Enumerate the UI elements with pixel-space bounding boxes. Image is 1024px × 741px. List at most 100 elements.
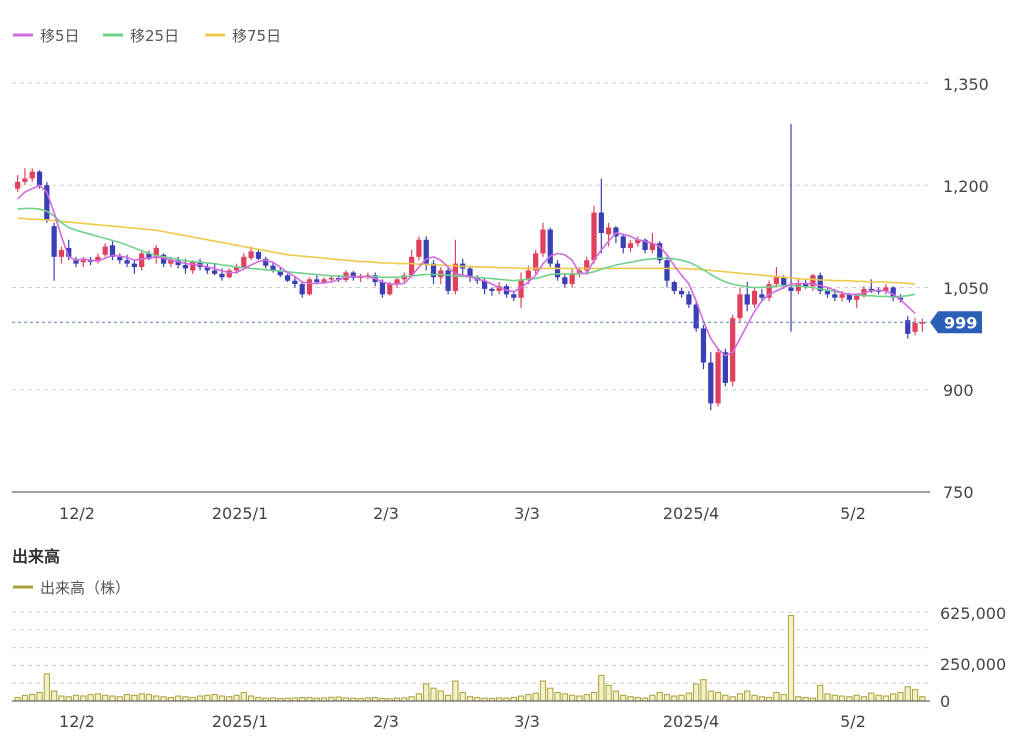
candle-body <box>773 277 780 285</box>
volume-bar <box>167 696 174 702</box>
volume-bar <box>189 696 196 702</box>
volume-bar <box>43 673 50 702</box>
volume-bar <box>656 691 663 702</box>
volume-bar <box>802 696 809 702</box>
volume-bar <box>21 694 29 702</box>
candle-body <box>328 277 335 280</box>
volume-bar <box>444 694 452 702</box>
ma5-legend-label: 移5日 <box>40 27 80 45</box>
volume-bar <box>160 696 167 702</box>
candle-body <box>613 227 619 237</box>
volume-bar <box>182 696 189 702</box>
volume-grid <box>12 611 930 684</box>
candle-body <box>627 243 634 248</box>
candle-body <box>788 287 794 291</box>
candle-body <box>664 260 670 281</box>
candle-body <box>277 270 283 276</box>
candle-body <box>591 212 597 261</box>
candle-body <box>598 212 604 233</box>
volume-bar <box>569 694 576 702</box>
volume-bar <box>240 691 247 702</box>
volume-bar <box>882 695 889 702</box>
candle-body <box>452 263 459 291</box>
candle-body <box>730 318 736 382</box>
candle-body <box>321 279 327 283</box>
y-tick-label: 250,000 <box>940 655 1006 674</box>
candle-body <box>379 282 386 295</box>
volume-bar <box>744 690 751 702</box>
candle-body <box>489 288 495 291</box>
candle-body <box>533 253 539 271</box>
volume-bar <box>58 695 65 702</box>
volume-bar <box>423 683 430 702</box>
y-tick-label: 750 <box>943 483 974 502</box>
volume-bar <box>466 696 474 702</box>
candle-body <box>255 252 262 259</box>
volume-bar <box>153 695 160 702</box>
y-tick-label: 625,000 <box>940 604 1006 623</box>
volume-bar <box>87 694 94 702</box>
current-price-tag: 999 <box>930 311 982 334</box>
candle-body <box>722 352 728 383</box>
volume-bar <box>838 695 846 702</box>
candle-body <box>802 284 809 287</box>
volume-bar <box>911 689 919 702</box>
current-price-value: 999 <box>944 313 977 332</box>
candle-body <box>15 181 21 189</box>
volume-bar <box>561 693 568 702</box>
volume-bar <box>335 696 342 702</box>
volume-bar <box>94 693 102 702</box>
candle-body <box>160 254 167 264</box>
volume-bar <box>663 694 671 702</box>
volume-bar <box>204 694 211 702</box>
candle-body <box>445 270 451 291</box>
candle-body <box>635 239 641 244</box>
volume-bar <box>211 694 218 702</box>
volume-bar <box>919 696 926 702</box>
candle-body <box>430 263 437 278</box>
volume-bar <box>372 697 379 702</box>
candle-body <box>824 290 831 295</box>
candle-body <box>80 260 86 263</box>
candlesticks <box>15 123 925 411</box>
candle-body <box>511 294 517 298</box>
candle-body <box>409 256 415 276</box>
candle-body <box>387 284 393 295</box>
candle-body <box>905 320 911 334</box>
candle-body <box>394 279 400 285</box>
candle-body <box>854 295 860 300</box>
candle-body <box>190 261 196 271</box>
volume-legend: 出来高（株） <box>13 579 130 597</box>
volume-bar <box>627 696 634 702</box>
x-tick-label: 2025/1 <box>212 504 268 523</box>
candle-body <box>912 322 918 332</box>
volume-bar <box>795 696 802 702</box>
volume-bar <box>612 690 620 702</box>
volume-bar <box>247 695 255 702</box>
volume-bar <box>29 694 36 702</box>
candle-body <box>241 256 247 268</box>
candle-body <box>569 273 575 285</box>
candle-body <box>233 267 240 271</box>
candle-body <box>153 247 159 259</box>
volume-bar <box>700 679 707 702</box>
candle-body <box>168 260 174 264</box>
candle-body <box>547 229 553 264</box>
volume-y-axis: 625,000 250,000 0 <box>940 604 1006 711</box>
candle-body <box>22 178 28 182</box>
volume-bar <box>671 695 678 702</box>
volume-bar <box>14 696 21 702</box>
ma5-line <box>17 184 916 357</box>
volume-bars <box>14 615 926 702</box>
volume-bar <box>751 694 758 702</box>
volume-bar <box>175 695 182 702</box>
candle-body <box>423 239 429 264</box>
volume-bar <box>758 696 765 702</box>
volume-bar <box>539 680 547 702</box>
candle-body <box>810 275 816 287</box>
volume-bar <box>693 683 700 702</box>
candle-body <box>832 294 838 298</box>
volume-bar <box>649 694 656 702</box>
candle-body <box>36 171 43 186</box>
candle-body <box>139 253 145 268</box>
